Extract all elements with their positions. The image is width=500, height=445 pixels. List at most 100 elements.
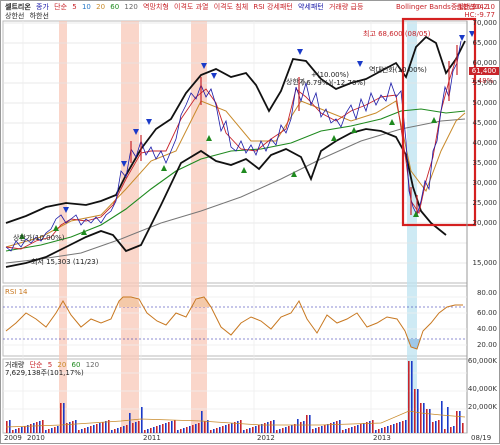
buy-markers xyxy=(19,117,437,239)
label-mid: 상한가 xyxy=(286,78,306,86)
volume-bar xyxy=(234,422,236,433)
x-tick: 08/19 xyxy=(471,434,492,442)
volume-bar xyxy=(243,430,245,433)
volume-bar xyxy=(210,430,212,433)
volume-bar xyxy=(72,421,74,433)
highlight-box xyxy=(401,17,477,227)
volume-bar xyxy=(288,426,290,433)
pct-badge: 1.48% xyxy=(471,77,494,85)
volume-bar xyxy=(87,427,89,433)
volume-bar xyxy=(57,426,59,433)
volume-bar xyxy=(24,426,26,433)
volume-bar xyxy=(174,420,176,433)
price-badge: 61,400 xyxy=(469,67,499,75)
volume-bar xyxy=(438,420,440,433)
rsi-tick: 40.00 xyxy=(476,325,497,333)
volume-bar xyxy=(366,422,368,433)
volume-bar xyxy=(81,429,83,433)
volume-bar xyxy=(147,429,149,433)
volume-bar xyxy=(291,425,293,433)
volume-bar xyxy=(30,424,32,433)
volume-bar xyxy=(393,424,395,433)
volume-bar xyxy=(372,420,374,433)
volume-bar xyxy=(387,426,389,433)
volume-bar xyxy=(108,420,110,433)
volume-bar xyxy=(273,420,275,433)
volume-bar xyxy=(402,421,404,433)
volume-bar xyxy=(36,422,38,433)
low-annotation: 최저 15,303 (11/23) xyxy=(31,258,99,266)
volume-bar xyxy=(333,422,335,433)
volume-bar xyxy=(54,427,56,433)
volume-bar xyxy=(96,424,98,433)
volume-bar xyxy=(309,415,311,433)
volume-bar xyxy=(270,421,272,433)
corner-values: LC:304.10 HC:-9.77 xyxy=(459,3,495,19)
volume-bar xyxy=(357,425,359,433)
volume-bar xyxy=(390,425,392,433)
y-tick: 15,000 xyxy=(472,259,498,267)
volume-bar xyxy=(126,425,128,433)
volume-bar xyxy=(183,428,185,433)
volume-bar xyxy=(225,425,227,433)
volume-grid xyxy=(3,372,467,410)
volume-bar xyxy=(99,423,101,433)
volume-bar xyxy=(300,422,302,433)
volume-bar xyxy=(429,409,431,433)
volume-bar xyxy=(51,428,53,433)
volume-bar xyxy=(324,425,326,433)
main-legend-line2: 상한선 하한선 xyxy=(5,12,52,20)
x-tick: 2011 xyxy=(143,434,161,442)
ratio1: +(10.00%) xyxy=(311,71,350,79)
volume-bar xyxy=(327,424,329,433)
volume-bar xyxy=(78,430,80,433)
volume-bar xyxy=(69,422,71,433)
volume-bar xyxy=(426,409,428,433)
volume-bar xyxy=(285,427,287,433)
y-tick: 35,000 xyxy=(472,159,498,167)
volume-bar xyxy=(15,429,17,433)
volume-bar xyxy=(411,361,413,433)
legend-item: 이격도 과열 xyxy=(174,3,209,11)
x-tick: 2013 xyxy=(373,434,391,442)
volume-tick: 20,000K xyxy=(467,403,497,411)
label-left: 상한가(10.00%) xyxy=(13,234,65,242)
volume-bar xyxy=(189,426,191,433)
volume-bar xyxy=(177,430,179,433)
volume-bar xyxy=(255,426,257,433)
volume-bar xyxy=(171,421,173,433)
y-tick: 70,000 xyxy=(472,19,498,27)
volume-bar xyxy=(414,389,416,433)
volume-bar xyxy=(195,424,197,433)
legend-item: 거래량 급등 xyxy=(328,3,364,11)
volume-bar xyxy=(150,428,152,433)
volume-bar xyxy=(153,427,155,433)
volume-bar xyxy=(219,427,221,433)
legend-item: 단순 xyxy=(54,3,68,11)
volume-bar xyxy=(201,411,203,433)
volume-bar xyxy=(144,430,146,433)
volume-bar xyxy=(378,429,380,433)
volume-bar xyxy=(48,429,50,433)
rsi-tick: 60.00 xyxy=(476,309,497,317)
rsi-tick: 80.00 xyxy=(476,289,497,297)
volume-legend-item: 거래량 xyxy=(5,361,25,369)
volume-bar xyxy=(276,430,278,433)
high-annotation: 최고 68,600 (08/05) xyxy=(363,30,431,38)
volume-tick: 60,000K xyxy=(467,357,497,365)
volume-bar xyxy=(384,427,386,433)
volume-bar xyxy=(93,425,95,433)
volume-bar xyxy=(258,425,260,433)
price-grid xyxy=(3,22,467,264)
volume-bar xyxy=(138,421,140,433)
volume-bar xyxy=(342,430,344,433)
volume-bar xyxy=(90,426,92,433)
volume-bar xyxy=(459,411,461,433)
volume-bar xyxy=(315,428,317,433)
y-tick: 55,000 xyxy=(472,79,498,87)
legend-item: 약세패턴 xyxy=(297,3,324,11)
volume-legend: 거래량 단순 5 20 60 120 xyxy=(5,361,102,369)
y-tick: 45,000 xyxy=(472,119,498,127)
volume-legend-item: 60 xyxy=(71,361,81,369)
